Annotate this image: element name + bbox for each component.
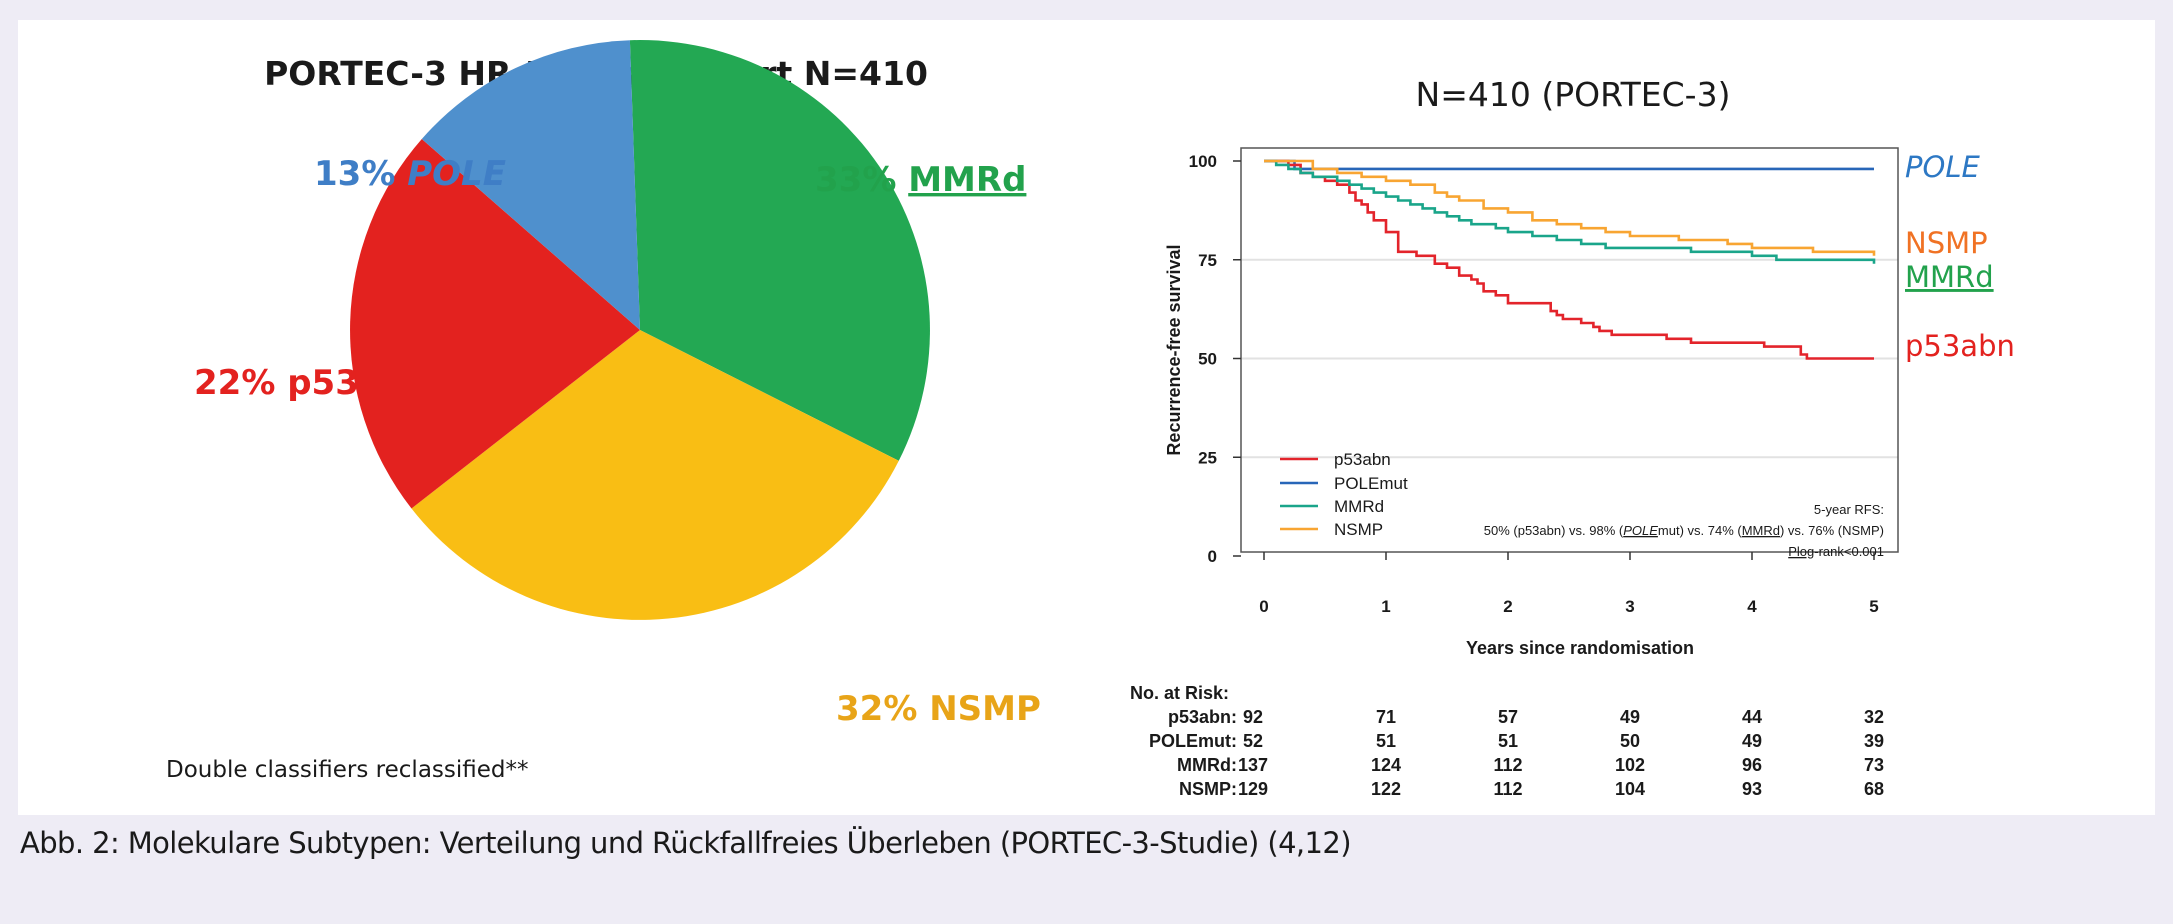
risk-value: 73 [1864,755,1884,775]
rfs-note-pvalue: Plog-rank<0.001 [1788,544,1884,559]
pie-label-p53: 22% p53 [194,363,359,403]
end-label-pole: POLE [1905,150,1980,184]
pie-label-mmrd: 33% MMRd [815,160,1026,200]
legend-label-pole: POLEmut [1334,474,1408,493]
y-tick-label: 25 [1198,448,1217,467]
plot-frame [1240,147,1899,553]
end-label-nsmp: NSMP [1905,226,1988,260]
legend-label-nsmp: NSMP [1334,520,1383,539]
risk-value: 52 [1243,731,1263,751]
risk-value: 57 [1498,707,1518,727]
risk-value: 44 [1742,707,1762,727]
risk-row-label: p53abn: [1168,707,1237,727]
risk-value: 93 [1742,779,1762,799]
x-tick-label: 1 [1381,597,1390,616]
risk-value: 129 [1238,779,1268,799]
risk-value: 92 [1243,707,1263,727]
risk-table-header: No. at Risk: [1130,683,1229,703]
risk-value: 51 [1376,731,1396,751]
figure-caption: Abb. 2: Molekulare Subtypen: Verteilung … [20,826,1352,860]
end-label-p53: p53abn [1905,329,2015,363]
pie-slice-pole [421,40,640,330]
km-line-mmrd [1264,159,1876,264]
x-tick-label: 3 [1625,597,1634,616]
risk-value: 49 [1742,731,1762,751]
risk-value: 102 [1615,755,1645,775]
y-tick-label: 100 [1189,152,1217,171]
risk-value: 39 [1864,731,1884,751]
y-tick-label: 50 [1198,350,1217,369]
x-tick-label: 2 [1503,597,1512,616]
risk-row-label: MMRd: [1177,755,1237,775]
risk-value: 49 [1620,707,1640,727]
pie-label-pole: 13% POLE [314,154,506,194]
risk-value: 51 [1498,731,1518,751]
pie-slice-mmrd [629,40,930,461]
pie-slice-nsmp [411,330,899,620]
km-title: N=410 (PORTEC-3) [1416,75,1731,114]
x-tick-label: 4 [1747,597,1757,616]
km-line-p53 [1264,159,1874,360]
legend: p53abn POLEmut MMRd NSMP [1280,450,1408,539]
rfs-note-values: 50% (p53abn) vs. 98% (POLEmut) vs. 74% (… [1484,523,1884,538]
risk-table: No. at Risk: p53abn: 92 71 57 49 44 32 POLEmut: 5… [1130,683,1884,799]
risk-value: 104 [1615,779,1645,799]
y-tick-label: 0 [1208,547,1217,566]
km-line-pole [1264,159,1874,171]
x-axis-label: Years since randomisation [1466,638,1694,658]
y-tick-label: 75 [1198,251,1217,270]
risk-value: 50 [1620,731,1640,751]
rfs-note-title: 5-year RFS: [1814,502,1884,517]
pie-label-nsmp: 32% NSMP [836,689,1041,729]
risk-value: 32 [1864,707,1884,727]
risk-value: 96 [1742,755,1762,775]
risk-row-label: NSMP: [1179,779,1237,799]
y-axis-label: Recurrence-free survival [1164,244,1184,455]
pie-slice-p53 [350,139,640,509]
km-line-nsmp [1264,159,1876,256]
risk-value: 71 [1376,707,1396,727]
risk-value: 137 [1238,755,1268,775]
risk-value: 68 [1864,779,1884,799]
pie-note: Double classifiers reclassified** [166,757,529,783]
km-chart: N=410 (PORTEC-3) 0 25 50 75 100 0 1 2 3 4 5 Years si… [1130,75,2015,799]
end-label-mmrd: MMRd [1905,260,1994,294]
x-tick-label: 5 [1869,597,1878,616]
risk-value: 112 [1493,779,1522,799]
x-tick-label: 0 [1259,597,1268,616]
risk-value: 122 [1371,779,1401,799]
risk-value: 124 [1371,755,1401,775]
risk-value: 112 [1493,755,1522,775]
legend-label-mmrd: MMRd [1334,497,1384,516]
legend-label-p53: p53abn [1334,450,1391,469]
risk-row-label: POLEmut: [1149,731,1237,751]
